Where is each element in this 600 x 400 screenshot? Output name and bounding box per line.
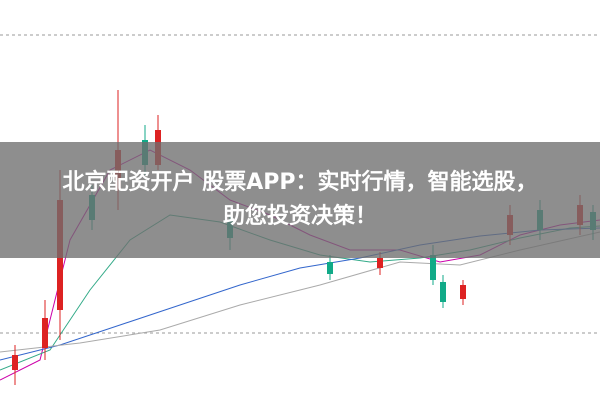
title-banner: 北京配资开户 股票APP：实时行情，智能选股， 助您投资决策！ <box>0 142 600 258</box>
banner-line: 北京配资开户 股票APP：实时行情，智能选股， <box>62 170 538 195</box>
banner-line: 助您投资决策！ <box>222 204 377 229</box>
